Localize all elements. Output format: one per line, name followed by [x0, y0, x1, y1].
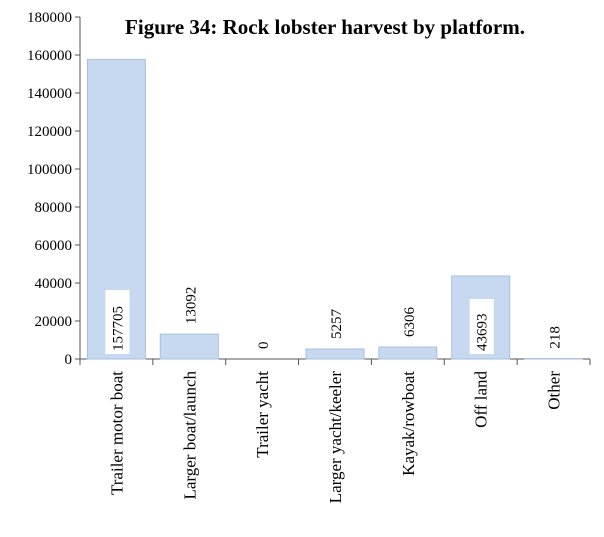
data-label: 6306: [402, 307, 418, 338]
chart-title: Figure 34: Rock lobster harvest by platf…: [125, 15, 525, 39]
data-label: 43693: [475, 314, 491, 352]
bar: [378, 346, 438, 360]
y-tick-label: 0: [65, 352, 73, 368]
data-label: 13092: [183, 287, 199, 325]
category-label: Kayak/rowboat: [399, 371, 418, 476]
category-label: Off land: [472, 371, 491, 428]
y-tick-label: 60000: [35, 238, 73, 254]
data-label: 5257: [329, 309, 345, 340]
bar: [159, 333, 219, 360]
y-tick-label: 140000: [27, 86, 72, 102]
category-label: Larger yacht/keeler: [326, 371, 345, 504]
y-tick-label: 120000: [27, 124, 72, 140]
y-tick-label: 80000: [35, 200, 73, 216]
bar: [305, 348, 365, 360]
labels: 157705 Trailer motor boat 13092 Larger boat…: [105, 287, 564, 504]
category-label: Trailer motor boat: [107, 371, 126, 495]
data-label-background: [105, 290, 130, 354]
category-label: Trailer yacht: [253, 371, 272, 458]
y-tick-label: 40000: [35, 276, 73, 292]
category-label: Other: [545, 371, 564, 410]
category-label: Larger boat/launch: [180, 371, 199, 500]
y-tick-label: 180000: [27, 10, 72, 26]
y-tick-label: 20000: [35, 314, 73, 330]
y-tick-label: 160000: [27, 48, 72, 64]
data-label: 157705: [110, 306, 126, 351]
data-label: 218: [548, 326, 564, 349]
y-tick-label: 100000: [27, 162, 72, 178]
data-label: 0: [256, 342, 272, 350]
data-label-background: [469, 299, 494, 354]
